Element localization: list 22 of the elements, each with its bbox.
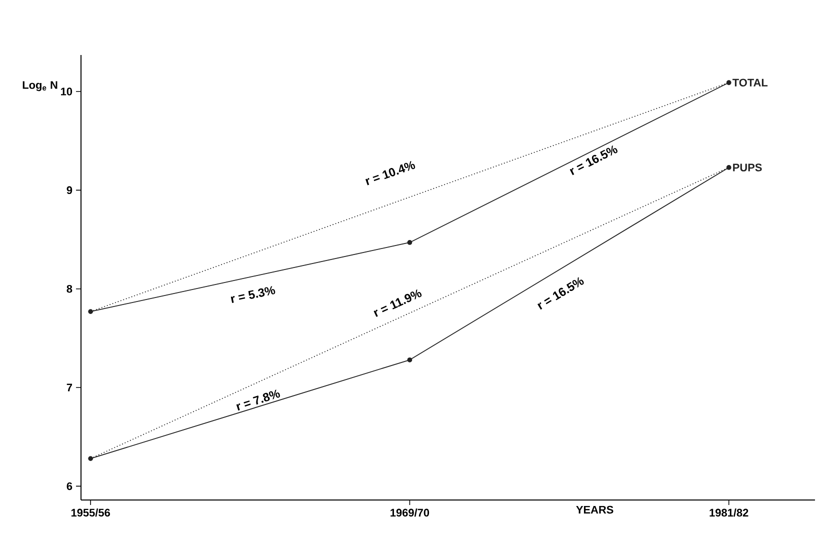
point	[726, 165, 732, 170]
y-tick-label: 7	[66, 384, 72, 392]
y-axis-title: Log$_{e}$ N	[22, 81, 58, 92]
annotation: r = 7.8%	[236, 390, 280, 411]
annotation: r = 5.3%	[230, 286, 276, 303]
series-label: PUPS	[733, 164, 762, 172]
x-tick-label: 1981/82	[710, 508, 748, 517]
x-tick-label: 1955/56	[71, 508, 110, 517]
series-label: TOTAL	[732, 78, 768, 87]
annotation: r = 11.9%	[374, 289, 422, 317]
y-tick-label: 6	[66, 482, 72, 490]
point	[726, 80, 732, 86]
y-tick-label: 9	[66, 186, 72, 194]
y-tick-label: 10	[60, 88, 72, 96]
y-tick-label: 8	[66, 284, 72, 293]
x-tick-label: 1969/70	[390, 508, 430, 517]
point	[407, 240, 412, 245]
annotation: r = 10.4%	[365, 161, 416, 186]
point	[88, 309, 94, 314]
point	[407, 357, 412, 362]
point	[88, 456, 94, 461]
x-axis-title: YEARS	[576, 506, 614, 514]
